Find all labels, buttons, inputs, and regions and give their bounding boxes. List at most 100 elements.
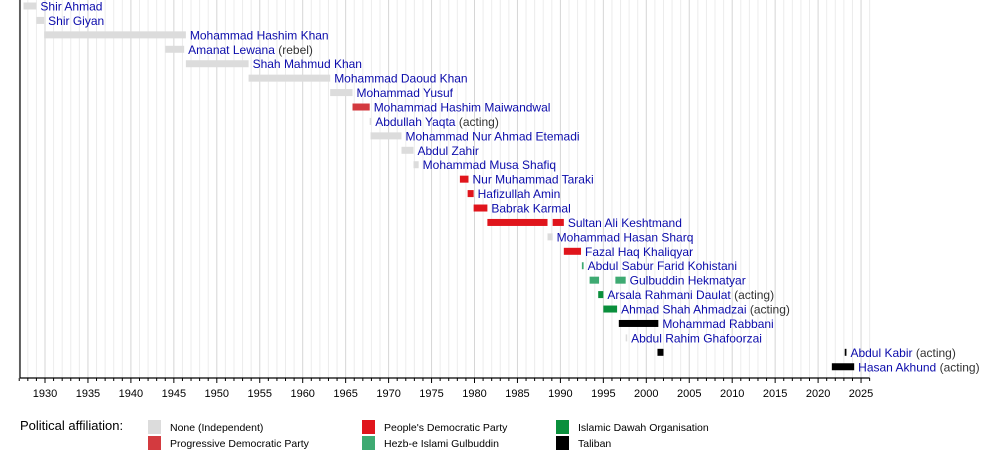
x-tick-label: 1970 [376, 388, 400, 400]
bar-taliban [844, 348, 847, 356]
row-label: Gulbuddin Hekmatyar [630, 274, 746, 288]
leader-name[interactable]: Fazal Haq Khaliqyar [585, 245, 693, 259]
x-tick-label: 1995 [591, 388, 615, 400]
bar-taliban [618, 319, 659, 327]
row-label: Shir Giyan [48, 14, 104, 28]
leader-name[interactable]: Abdul Zahir [418, 144, 479, 158]
leader-name[interactable]: Shah Mahmud Khan [253, 57, 362, 71]
leader-name[interactable]: Arsala Rahmani Daulat [607, 288, 731, 302]
legend-swatch-hezb [362, 436, 375, 450]
leader-name[interactable]: Mohammad Rabbani [662, 317, 773, 331]
row-label: Mohammad Nur Ahmad Etemadi [405, 129, 579, 143]
x-tick-label: 1980 [462, 388, 486, 400]
x-tick-label: 1955 [248, 388, 272, 400]
leader-name[interactable]: Sultan Ali Keshtmand [568, 216, 682, 230]
bar-pdpa [473, 204, 488, 212]
row-label: Arsala Rahmani Daulat (acting) [607, 288, 774, 302]
row-label: Abdullah Yaqta (acting) [375, 115, 499, 129]
legend-label: People's Democratic Party [384, 422, 508, 434]
leader-name[interactable]: Mohammad Hashim Khan [190, 28, 329, 42]
x-tick-label: 2015 [763, 388, 787, 400]
leader-name[interactable]: Mohammad Hashim Maiwandwal [374, 101, 551, 115]
leader-name[interactable]: Shir Ahmad [40, 0, 102, 14]
x-tick-label: 1975 [419, 388, 443, 400]
x-tick-label: 1950 [205, 388, 229, 400]
leader-name[interactable]: Babrak Karmal [491, 202, 570, 216]
x-tick-label: 1935 [76, 388, 100, 400]
leader-name[interactable]: Abdullah Yaqta [375, 115, 456, 129]
leader-name[interactable]: Abdul Kabir [850, 346, 912, 360]
x-tick-label: 1940 [119, 388, 143, 400]
bar-none [413, 161, 419, 169]
grid [18, 0, 871, 378]
row-label: Shah Mahmud Khan [253, 57, 362, 71]
x-axis: 1930 1935 1940 1945 1950 1955 1960 1965 1970 1975… [18, 0, 873, 400]
legend-label: Progressive Democratic Party [170, 438, 310, 450]
leader-name[interactable]: Mohammad Yusuf [357, 86, 454, 100]
bar-pdpa [459, 175, 469, 183]
row-label: Mohammad Rabbani [662, 317, 773, 331]
legend-swatch-pdpa [362, 420, 375, 434]
x-tick-label: 1960 [290, 388, 314, 400]
legend-swatch-taliban [556, 436, 569, 450]
leader-name[interactable]: Shir Giyan [48, 14, 104, 28]
x-tick-label: 1965 [333, 388, 357, 400]
x-tick-label: 1990 [548, 388, 572, 400]
bar-none [625, 334, 628, 342]
leader-name[interactable]: Mohammad Daoud Khan [334, 72, 467, 86]
leader-name[interactable]: Nur Muhammad Taraki [472, 173, 593, 187]
row-label: Abdul Kabir (acting) [850, 346, 955, 360]
leader-name[interactable]: Mohammad Nur Ahmad Etemadi [405, 129, 579, 143]
bar-dawah [603, 305, 618, 313]
row-label: Abdul Zahir [418, 144, 479, 158]
row-label: Babrak Karmal [491, 202, 570, 216]
row-label: Sultan Ali Keshtmand [568, 216, 682, 230]
row-label: Mohammad Daoud Khan [334, 72, 467, 86]
legend-swatch-none [148, 420, 161, 434]
row-label: Amanat Lewana (rebel) [188, 43, 313, 57]
leader-note: (acting) [455, 115, 498, 129]
leader-name[interactable]: Gulbuddin Hekmatyar [630, 274, 746, 288]
leader-note: (acting) [912, 346, 955, 360]
leader-note: (acting) [731, 288, 774, 302]
row-label: Ahmad Shah Ahmadzai (acting) [621, 303, 790, 317]
bar-none [185, 60, 249, 68]
bar-none [248, 74, 331, 82]
legend: Political affiliation: None (Independent… [20, 418, 709, 450]
bar-pdpa [467, 190, 474, 198]
leader-note: (acting) [747, 303, 790, 317]
leader-name[interactable]: Amanat Lewana [188, 43, 275, 57]
bar-taliban [831, 363, 855, 371]
row-label: Shir Ahmad [40, 0, 102, 14]
bar-none [165, 45, 185, 53]
leader-name[interactable]: Hasan Akhund [858, 360, 936, 374]
legend-swatch-progressive [148, 436, 161, 450]
leader-name[interactable]: Abdul Rahim Ghafoorzai [631, 331, 762, 345]
leader-name[interactable]: Abdul Sabur Farid Kohistani [588, 259, 737, 273]
legend-label: None (Independent) [170, 422, 263, 434]
bar-none [36, 16, 45, 24]
bar-taliban [657, 348, 664, 356]
x-tick-label: 2020 [806, 388, 830, 400]
row-label: Hafizullah Amin [478, 187, 561, 201]
x-tick-label: 2025 [849, 388, 873, 400]
leader-name[interactable]: Ahmad Shah Ahmadzai [621, 303, 746, 317]
bar-pdpa [487, 218, 548, 226]
leader-note: (rebel) [275, 43, 313, 57]
bar-hezb [615, 276, 626, 284]
bar-pdpa [552, 218, 564, 226]
leader-name[interactable]: Mohammad Hasan Sharq [557, 230, 694, 244]
leader-name[interactable]: Hafizullah Amin [478, 187, 561, 201]
legend-label: Hezb-e Islami Gulbuddin [384, 438, 499, 450]
leader-name[interactable]: Mohammad Musa Shafiq [423, 158, 556, 172]
legend-title: Political affiliation: [20, 418, 123, 433]
legend-label: Islamic Dawah Organisation [578, 422, 709, 434]
row-label: Mohammad Hashim Maiwandwal [374, 101, 551, 115]
bar-none [370, 132, 402, 140]
row-label: Nur Muhammad Taraki [472, 173, 593, 187]
x-tick-label: 1945 [162, 388, 186, 400]
row-label: Hasan Akhund (acting) [858, 360, 979, 374]
leader-note: (acting) [936, 360, 979, 374]
x-tick-label: 2005 [677, 388, 701, 400]
